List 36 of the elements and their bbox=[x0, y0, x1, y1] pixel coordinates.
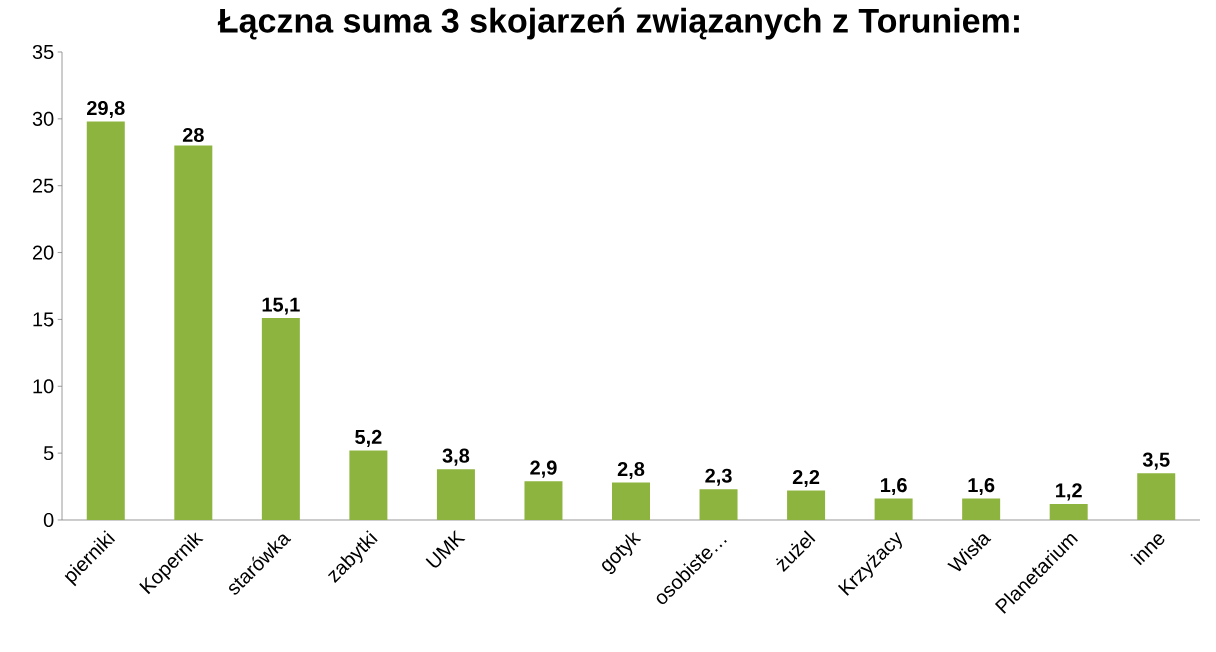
bar bbox=[612, 482, 650, 520]
data-label: 2,3 bbox=[705, 468, 732, 486]
y-tick-label: 15 bbox=[33, 312, 54, 327]
chart-title: Łączna suma 3 skojarzeń związanych z Toruniem: bbox=[217, 7, 1019, 40]
data-label: 2,9 bbox=[530, 460, 557, 478]
y-tick-label: 35 bbox=[32, 44, 54, 60]
y-tick-label: 10 bbox=[33, 379, 54, 394]
y-tick-label: 5 bbox=[43, 446, 54, 461]
bar bbox=[962, 498, 1001, 520]
bar bbox=[874, 498, 913, 520]
data-label: 5,2 bbox=[355, 429, 382, 447]
data-label: 2,8 bbox=[617, 461, 645, 480]
bar bbox=[699, 489, 738, 520]
data-label: 1,6 bbox=[880, 478, 907, 496]
data-label: 3,5 bbox=[1142, 452, 1170, 470]
x-tick-label: inne bbox=[1130, 534, 1165, 566]
data-label: 2,2 bbox=[792, 469, 820, 488]
y-tick-label: 20 bbox=[32, 245, 54, 260]
bar bbox=[1137, 473, 1176, 520]
y-tick-label: 0 bbox=[43, 512, 54, 528]
y-tick-label: 30 bbox=[32, 111, 54, 126]
data-label: 1,2 bbox=[1056, 483, 1082, 501]
bar bbox=[86, 121, 125, 520]
bar bbox=[1049, 503, 1088, 520]
bar bbox=[436, 469, 475, 520]
data-label: 3,8 bbox=[442, 448, 470, 466]
bar bbox=[787, 490, 826, 520]
bar bbox=[349, 450, 388, 520]
y-tick-label: 25 bbox=[32, 178, 54, 193]
data-label: 15,1 bbox=[262, 297, 300, 315]
data-label: 1,6 bbox=[968, 478, 995, 496]
data-label: 28 bbox=[182, 127, 204, 143]
data-label: 29,8 bbox=[87, 100, 125, 118]
bar bbox=[261, 318, 300, 520]
bar bbox=[174, 145, 213, 520]
bar bbox=[524, 481, 563, 520]
